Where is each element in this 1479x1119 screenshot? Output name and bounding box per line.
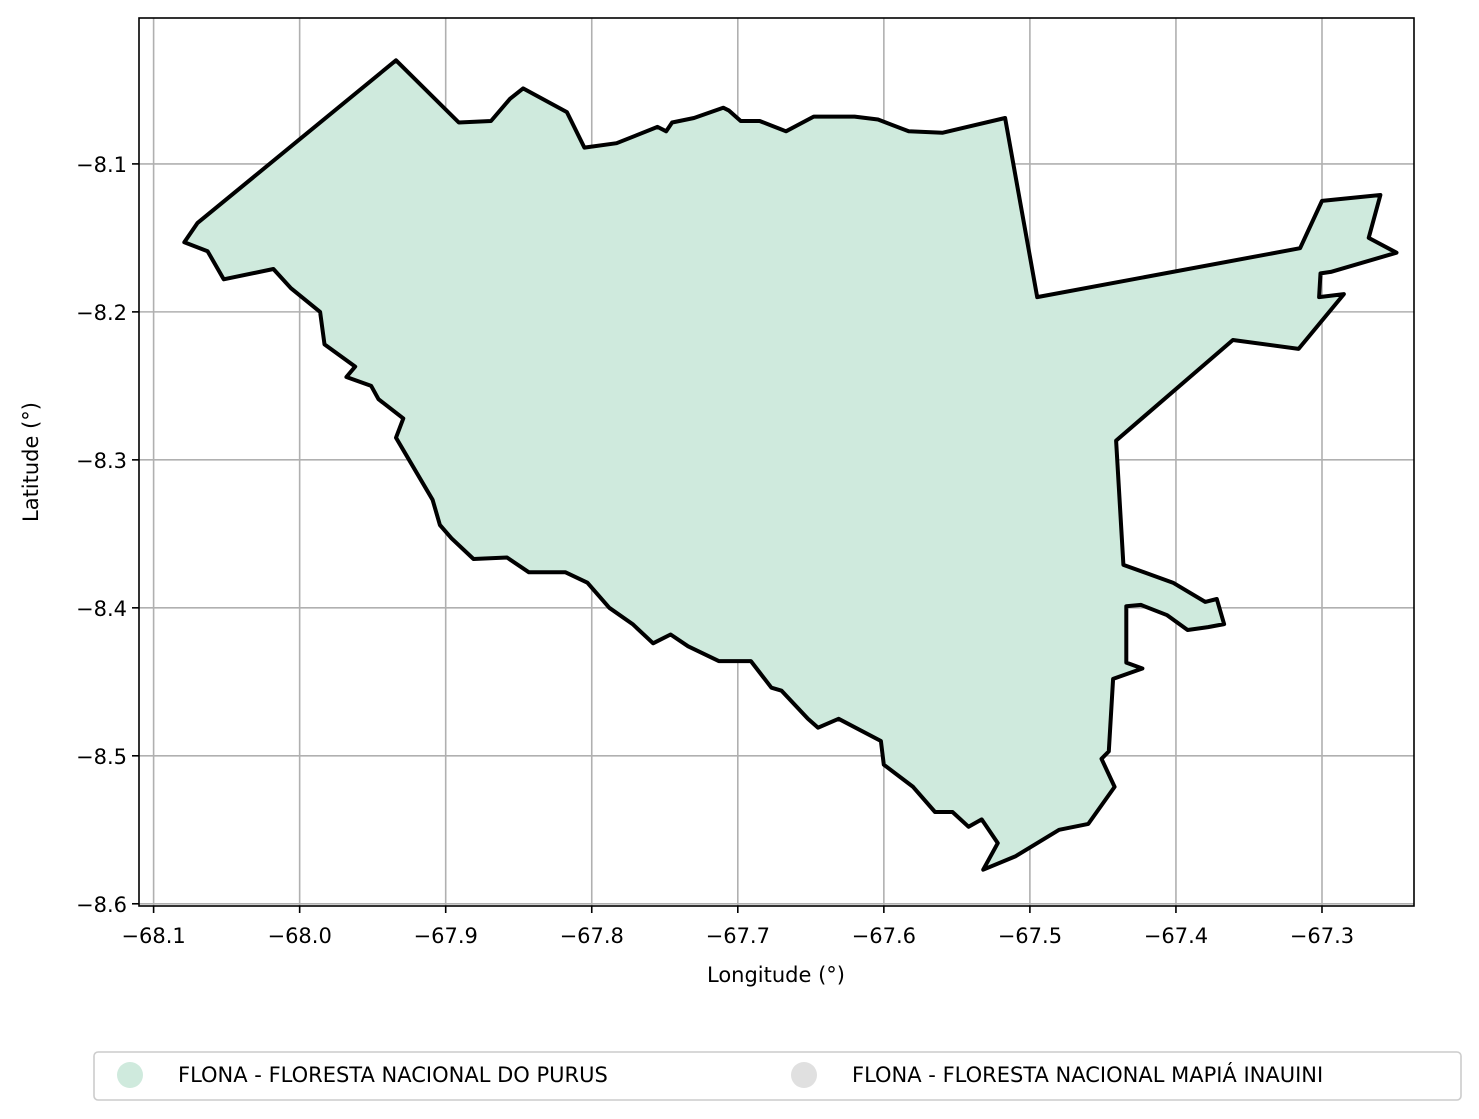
x-tick-label: −67.5 (998, 924, 1062, 948)
x-axis-label: Longitude (°) (707, 963, 845, 987)
x-tick-label: −67.3 (1290, 924, 1354, 948)
legend-box (93, 1051, 1462, 1101)
x-axis-ticks: −68.1 −68.0 −67.9 −67.8 −67.7 −67.6 −67.5 −67.4… (121, 906, 1354, 948)
legend-label-purus: FLONA - FLORESTA NACIONAL DO PURUS (178, 1063, 608, 1087)
x-tick-label: −67.8 (560, 924, 624, 948)
x-tick-label: −67.7 (706, 924, 770, 948)
y-axis-ticks: −8.1 −8.2 −8.3 −8.4 −8.5 −8.6 (76, 153, 139, 917)
plot-frame (138, 17, 1415, 907)
x-tick-label: −68.0 (267, 924, 331, 948)
legend-swatch-mapia-inauini (791, 1062, 817, 1088)
y-axis-label: Latitude (°) (19, 402, 43, 522)
y-tick-label: −8.4 (76, 597, 127, 621)
y-tick-label: −8.6 (76, 893, 127, 917)
legend: FLONA - FLORESTA NACIONAL DO PURUS FLONA… (93, 1051, 1462, 1101)
y-tick-label: −8.3 (76, 449, 127, 473)
flona-purus-polygon (182, 58, 1399, 872)
y-tick-label: −8.1 (76, 153, 127, 177)
y-tick-label: −8.2 (76, 301, 127, 325)
x-tick-label: −67.9 (414, 924, 478, 948)
legend-label-mapia-inauini: FLONA - FLORESTA NACIONAL MAPIÁ INAUINI (852, 1062, 1323, 1087)
legend-swatch-purus (117, 1062, 143, 1088)
x-tick-label: −68.1 (121, 924, 185, 948)
x-tick-label: −67.6 (852, 924, 916, 948)
x-tick-label: −67.4 (1144, 924, 1208, 948)
y-tick-label: −8.5 (76, 745, 127, 769)
